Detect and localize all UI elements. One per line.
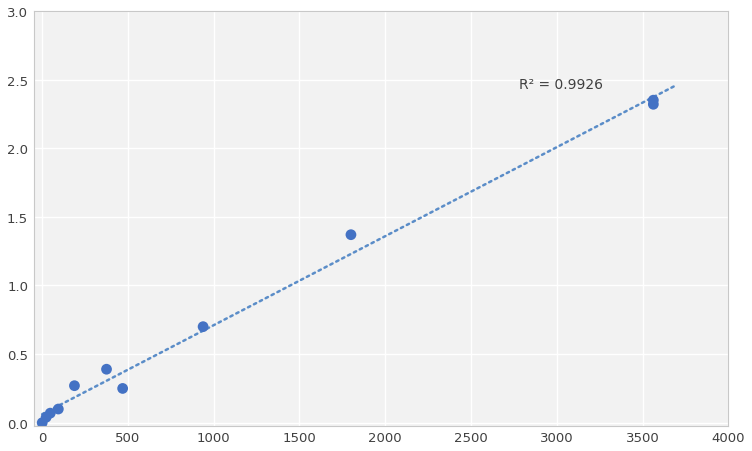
Point <box>197 323 209 331</box>
Point <box>647 97 660 105</box>
Point <box>36 419 48 427</box>
Point <box>53 405 65 413</box>
Point <box>68 382 80 390</box>
Point <box>647 101 660 109</box>
Text: R² = 0.9926: R² = 0.9926 <box>519 78 603 92</box>
Point <box>101 366 113 373</box>
Point <box>44 410 56 417</box>
Point <box>40 414 52 421</box>
Point <box>117 385 129 392</box>
Point <box>345 231 357 239</box>
